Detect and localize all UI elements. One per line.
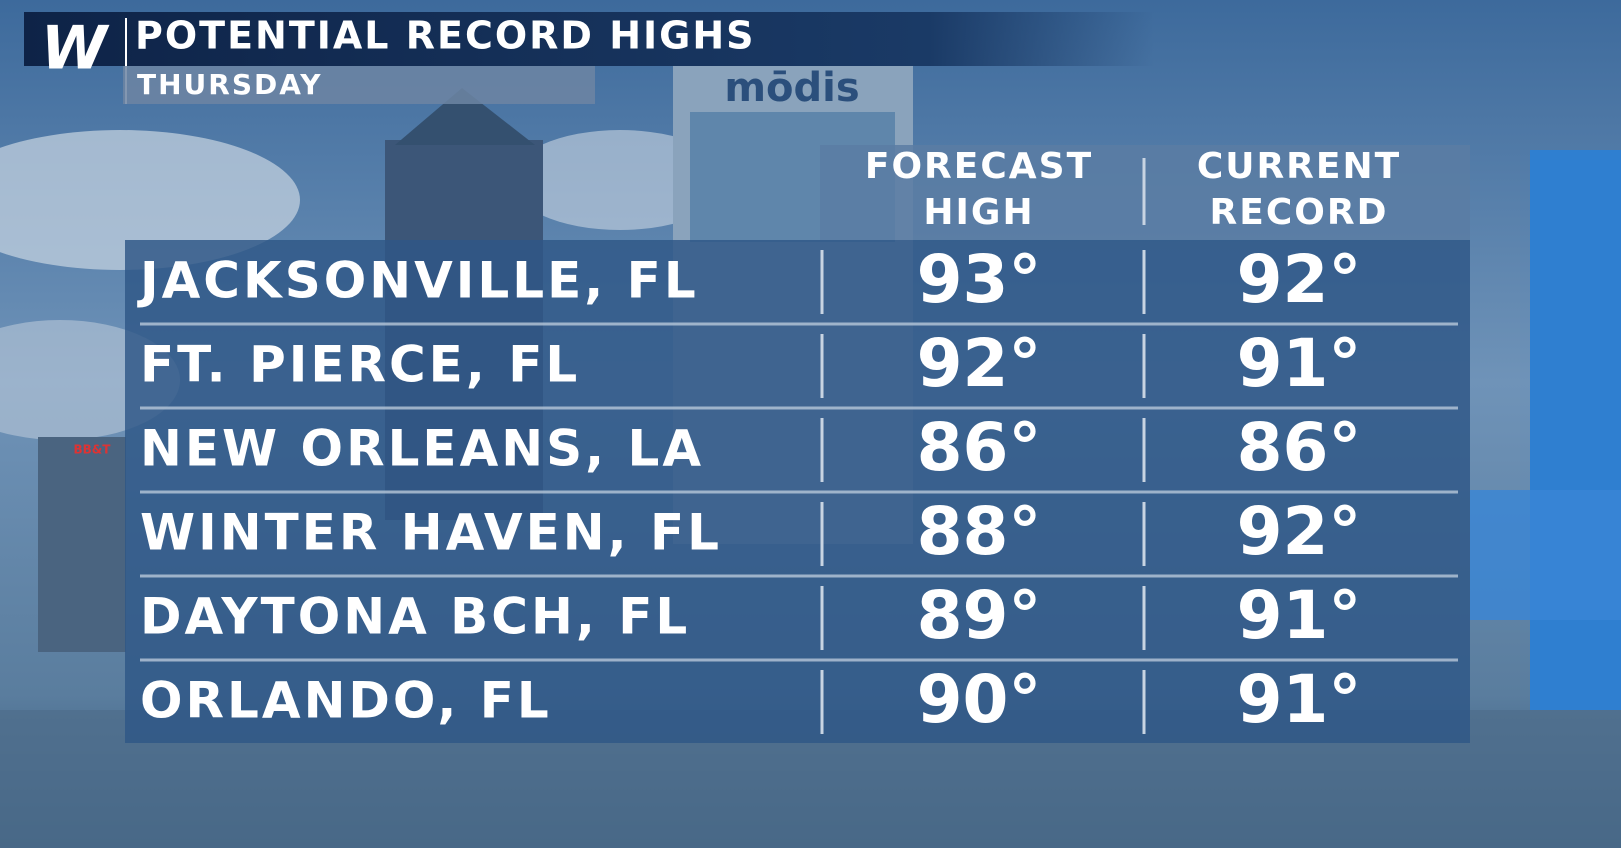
- current-record: 91°: [1237, 661, 1362, 738]
- current-record: 92°: [1237, 493, 1362, 570]
- forecast-high: 92°: [917, 325, 1042, 402]
- column-header: RECORD: [1210, 192, 1389, 233]
- building: [38, 437, 126, 652]
- bridge: [1470, 490, 1621, 620]
- bridge-tower: [1530, 150, 1621, 710]
- forecast-high: 86°: [917, 409, 1042, 486]
- current-record: 86°: [1237, 409, 1362, 486]
- forecast-high: 93°: [917, 241, 1042, 318]
- city: JACKSONVILLE, FL: [137, 252, 699, 310]
- forecast-high: 90°: [917, 661, 1042, 738]
- column-header: HIGH: [923, 192, 1034, 233]
- cloud: [0, 130, 300, 270]
- current-record: 91°: [1237, 577, 1362, 654]
- building-sign: mōdis: [724, 65, 859, 111]
- column-header: CURRENT: [1197, 146, 1401, 187]
- city: DAYTONA BCH, FL: [140, 588, 690, 646]
- table: FORECAST HIGH CURRENT RECORD JACKSONVILLE, F…: [137, 146, 1458, 738]
- title-bar: [24, 12, 1154, 66]
- city: ORLANDO, FL: [140, 672, 552, 730]
- building-roof: [395, 88, 535, 145]
- current-record: 92°: [1237, 241, 1362, 318]
- subtitle: THURSDAY: [137, 68, 323, 101]
- building-sign: BB&T: [74, 443, 112, 457]
- title: POTENTIAL RECORD HIGHS: [135, 14, 756, 58]
- forecast-high: 89°: [917, 577, 1042, 654]
- subtitle-bar: [123, 66, 595, 104]
- city: FT. PIERCE, FL: [140, 336, 580, 394]
- column-header: FORECAST: [865, 146, 1093, 187]
- forecast-high: 88°: [917, 493, 1042, 570]
- current-record: 91°: [1237, 325, 1362, 402]
- city: NEW ORLEANS, LA: [140, 420, 704, 478]
- city: WINTER HAVEN, FL: [140, 504, 722, 562]
- logo: W: [41, 14, 110, 84]
